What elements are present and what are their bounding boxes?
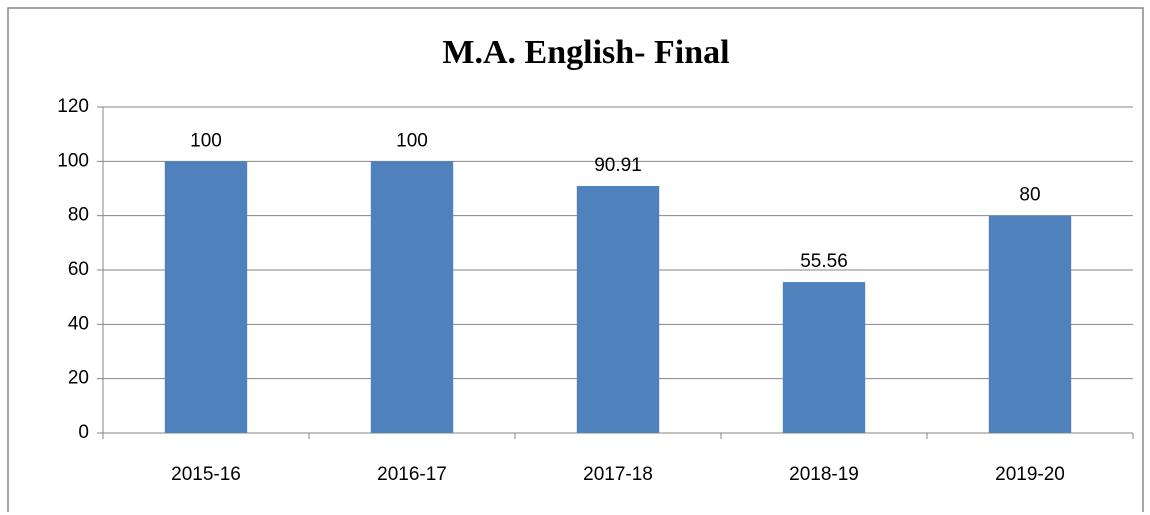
- x-tick-label: 2018-19: [789, 464, 859, 485]
- x-tick-label: 2019-20: [995, 464, 1065, 485]
- data-label: 100: [396, 130, 428, 151]
- bar: [576, 186, 660, 433]
- data-label: 55.56: [800, 251, 848, 272]
- y-tick-label: 20: [68, 368, 89, 389]
- x-tick-label: 2015-16: [171, 464, 241, 485]
- chart-title: M.A. English- Final: [442, 34, 729, 71]
- x-tick-label: 2017-18: [583, 464, 653, 485]
- x-tick-label: 2016-17: [377, 464, 447, 485]
- bar: [164, 161, 248, 434]
- y-tick-label: 0: [78, 422, 89, 443]
- y-tick-label: 120: [57, 96, 89, 117]
- y-tick-label: 40: [68, 313, 89, 334]
- data-label: 80: [1019, 185, 1040, 206]
- data-label: 100: [190, 130, 222, 151]
- y-tick-label: 100: [57, 150, 89, 171]
- bar: [370, 161, 454, 434]
- data-label: 90.91: [594, 155, 642, 176]
- bar: [782, 282, 866, 433]
- y-tick-label: 60: [68, 259, 89, 280]
- chart-border: [7, 7, 1144, 512]
- bar: [988, 215, 1072, 433]
- y-tick-label: 80: [68, 205, 89, 226]
